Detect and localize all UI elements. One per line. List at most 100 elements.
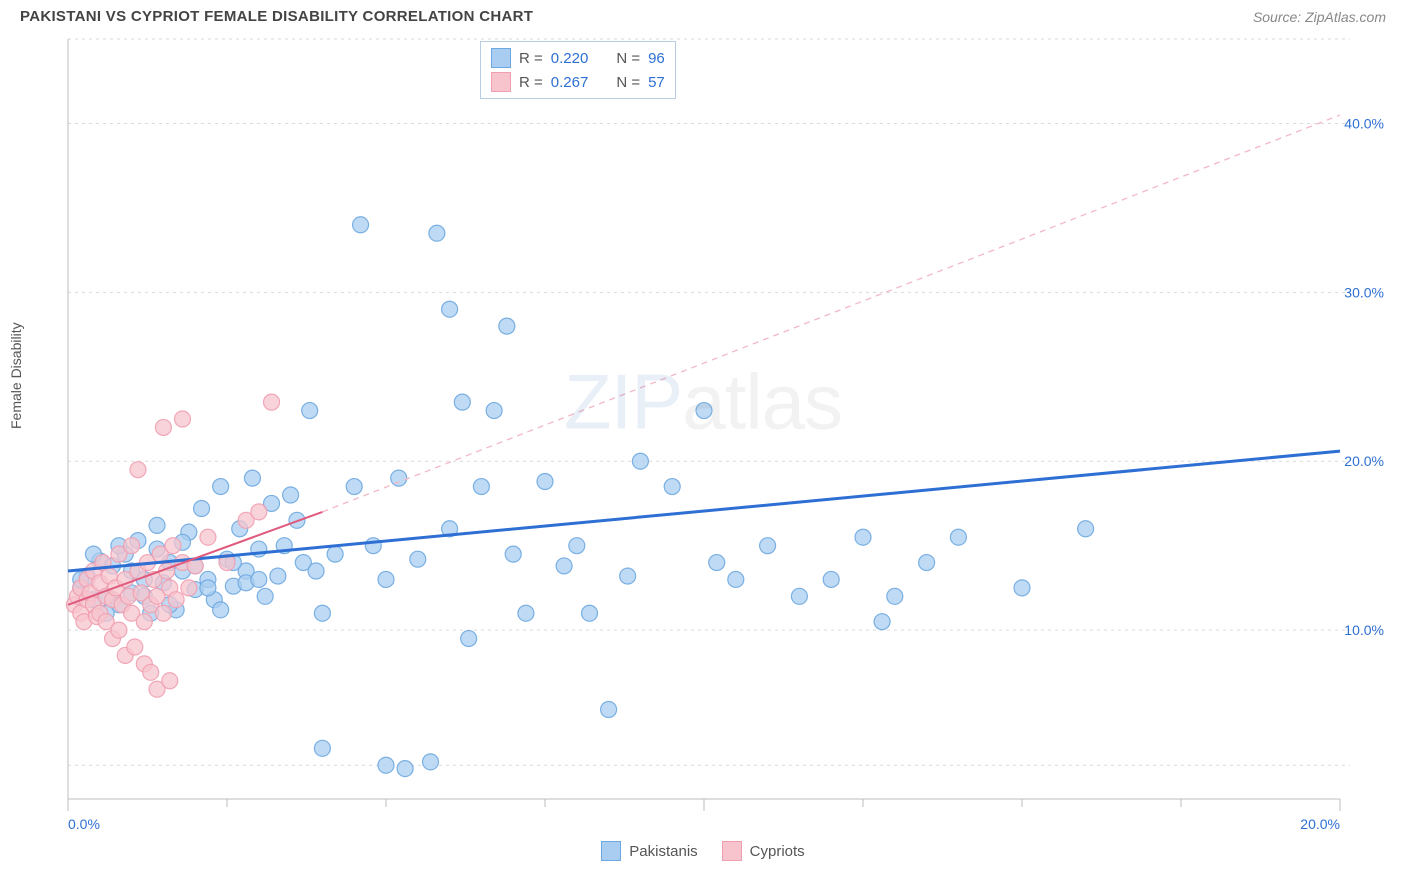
data-point: [162, 673, 178, 689]
n-label: N =: [616, 74, 640, 91]
data-point: [181, 580, 197, 596]
data-point: [601, 701, 617, 717]
data-point: [709, 555, 725, 571]
data-point: [200, 529, 216, 545]
n-label: N =: [616, 50, 640, 67]
data-point: [429, 225, 445, 241]
data-point: [165, 538, 181, 554]
data-point: [823, 571, 839, 587]
data-point: [353, 217, 369, 233]
data-point: [308, 563, 324, 579]
chart-header: PAKISTANI VS CYPRIOT FEMALE DISABILITY C…: [0, 0, 1406, 29]
data-point: [950, 529, 966, 545]
legend-label: Pakistanis: [629, 843, 697, 860]
y-axis-label: Female Disability: [8, 322, 24, 429]
data-point: [397, 761, 413, 777]
svg-text:30.0%: 30.0%: [1344, 284, 1384, 300]
svg-text:40.0%: 40.0%: [1344, 115, 1384, 131]
data-point: [213, 602, 229, 618]
data-point: [143, 664, 159, 680]
data-point: [454, 394, 470, 410]
r-label: R =: [519, 74, 543, 91]
data-point: [200, 580, 216, 596]
data-point: [270, 568, 286, 584]
data-point: [124, 538, 140, 554]
data-point: [499, 318, 515, 334]
data-point: [244, 470, 260, 486]
svg-text:0.0%: 0.0%: [68, 816, 100, 832]
data-point: [251, 571, 267, 587]
data-point: [378, 571, 394, 587]
bottom-legend: Pakistanis Cypriots: [0, 841, 1406, 861]
data-point: [620, 568, 636, 584]
data-point: [632, 453, 648, 469]
data-point: [314, 740, 330, 756]
data-point: [264, 394, 280, 410]
svg-text:20.0%: 20.0%: [1344, 453, 1384, 469]
r-value: 0.220: [551, 50, 589, 67]
data-point: [728, 571, 744, 587]
n-value: 96: [648, 50, 665, 67]
data-point: [302, 403, 318, 419]
data-point: [696, 403, 712, 419]
data-point: [887, 588, 903, 604]
data-point: [127, 639, 143, 655]
data-point: [1014, 580, 1030, 596]
data-point: [251, 504, 267, 520]
svg-text:10.0%: 10.0%: [1344, 622, 1384, 638]
chart-title: PAKISTANI VS CYPRIOT FEMALE DISABILITY C…: [20, 8, 533, 25]
legend-item: Cypriots: [722, 841, 805, 861]
data-point: [213, 479, 229, 495]
data-point: [556, 558, 572, 574]
data-point: [327, 546, 343, 562]
r-value: 0.267: [551, 74, 589, 91]
stats-row: R = 0.220 N = 96: [491, 46, 665, 70]
data-point: [505, 546, 521, 562]
data-point: [257, 588, 273, 604]
data-point: [365, 538, 381, 554]
r-label: R =: [519, 50, 543, 67]
data-point: [874, 614, 890, 630]
scatter-chart: 0.0% 20.0% 10.0% 20.0% 30.0% 40.0%: [20, 29, 1386, 839]
chart-area: Female Disability 0.0%20.0%10.0%20.0%30.…: [20, 29, 1386, 839]
data-point: [664, 479, 680, 495]
data-point: [168, 592, 184, 608]
data-point: [582, 605, 598, 621]
data-point: [410, 551, 426, 567]
data-point: [791, 588, 807, 604]
data-point: [136, 614, 152, 630]
data-point: [283, 487, 299, 503]
data-point: [174, 411, 190, 427]
data-point: [1078, 521, 1094, 537]
svg-text:20.0%: 20.0%: [1300, 816, 1340, 832]
legend-swatch: [722, 841, 742, 861]
data-point: [346, 479, 362, 495]
data-point: [155, 605, 171, 621]
data-point: [149, 517, 165, 533]
legend-label: Cypriots: [750, 843, 805, 860]
legend-swatch: [491, 48, 511, 68]
data-point: [111, 622, 127, 638]
legend-swatch: [601, 841, 621, 861]
stats-legend-box: R = 0.220 N = 96 R = 0.267 N = 57: [480, 41, 676, 99]
data-point: [461, 631, 477, 647]
legend-swatch: [491, 72, 511, 92]
chart-source: Source: ZipAtlas.com: [1253, 9, 1386, 25]
stats-row: R = 0.267 N = 57: [491, 70, 665, 94]
data-point: [537, 473, 553, 489]
data-point: [194, 501, 210, 517]
data-point: [442, 301, 458, 317]
data-point: [473, 479, 489, 495]
n-value: 57: [648, 74, 665, 91]
data-point: [423, 754, 439, 770]
legend-item: Pakistanis: [601, 841, 697, 861]
data-point: [518, 605, 534, 621]
data-point: [569, 538, 585, 554]
data-point: [919, 555, 935, 571]
data-point: [130, 462, 146, 478]
data-point: [855, 529, 871, 545]
data-point: [155, 419, 171, 435]
data-point: [760, 538, 776, 554]
trend-line-extrapolated: [322, 115, 1340, 512]
data-point: [391, 470, 407, 486]
